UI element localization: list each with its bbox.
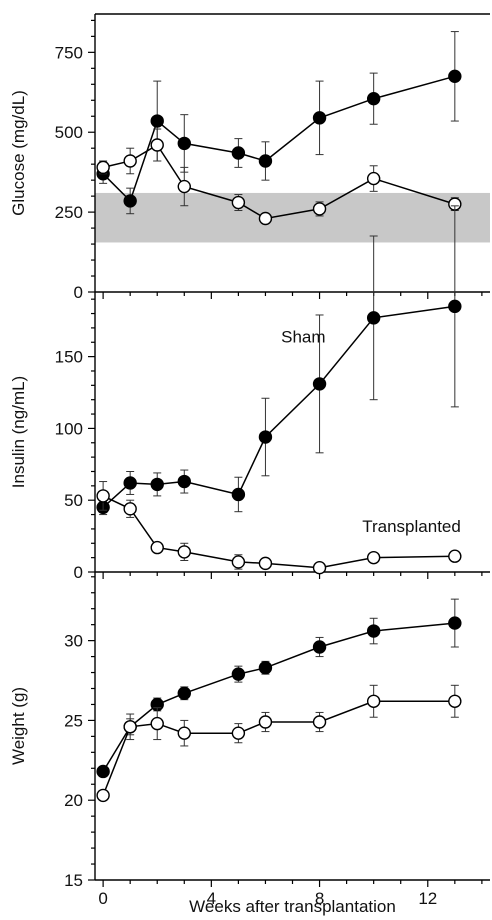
open-data-point xyxy=(231,726,246,740)
open-data-point xyxy=(123,720,137,734)
open-data-point xyxy=(123,502,137,516)
transplanted-label: Transplanted xyxy=(362,517,461,536)
y-tick-label: 50 xyxy=(64,491,83,510)
x-axis-label: Weeks after transplantation xyxy=(189,897,396,916)
filled-data-point xyxy=(258,430,273,444)
y-tick-label: 250 xyxy=(55,203,83,222)
filled-data-point xyxy=(312,640,327,654)
y-tick-label: 150 xyxy=(55,348,83,367)
open-data-point xyxy=(231,555,246,569)
filled-data-point xyxy=(312,111,327,125)
filled-data-point xyxy=(366,624,381,638)
insulin-panel: 0 50 100 150 Insulin (ng/mL) Sham Transplanted xyxy=(9,205,490,582)
open-data-point xyxy=(258,556,273,571)
open-data-point xyxy=(448,549,462,563)
open-data-point xyxy=(366,694,381,708)
open-series-line xyxy=(102,700,455,796)
filled-data-point xyxy=(231,146,246,160)
open-data-point xyxy=(312,560,327,575)
sham-label: Sham xyxy=(281,327,325,346)
filled-data-point xyxy=(231,487,246,502)
filled-data-point xyxy=(312,377,327,391)
y-tick-label: 30 xyxy=(64,632,83,651)
y-tick-label: 0 xyxy=(74,563,83,582)
y-axis-label: Glucose (mg/dL) xyxy=(9,90,28,216)
open-data-point xyxy=(231,195,246,210)
filled-data-point xyxy=(448,616,462,630)
filled-data-point xyxy=(96,764,110,779)
glucose-panel: 0 250 500 750 Glucose (mg/dL) xyxy=(9,13,490,302)
y-tick-label: 500 xyxy=(55,123,83,142)
filled-data-point xyxy=(258,154,273,168)
open-data-point xyxy=(312,202,327,216)
filled-data-point xyxy=(177,474,191,489)
x-tick-label: 8 xyxy=(315,889,324,908)
open-data-point xyxy=(150,716,164,731)
filled-series-line xyxy=(102,622,455,772)
filled-data-point xyxy=(123,476,137,490)
filled-data-point xyxy=(231,667,246,681)
y-tick-label: 25 xyxy=(64,711,83,730)
y-tick-label: 20 xyxy=(64,791,83,810)
open-data-point xyxy=(366,171,381,186)
open-data-point xyxy=(366,550,381,565)
open-data-point xyxy=(177,726,191,740)
filled-data-point xyxy=(366,91,381,106)
open-data-point xyxy=(123,154,137,168)
weight-panel: 15 20 25 30 Weight (g) 0 4 8 12 Weeks after trans… xyxy=(9,572,490,916)
open-data-point xyxy=(150,138,164,152)
open-data-point xyxy=(96,489,110,503)
filled-data-point xyxy=(123,194,137,208)
y-axis-label: Insulin (ng/mL) xyxy=(9,376,28,488)
open-data-point xyxy=(96,160,110,175)
open-data-point xyxy=(258,715,273,729)
y-tick-label: 750 xyxy=(55,43,83,62)
filled-data-point xyxy=(177,136,191,151)
y-axis-label: Weight (g) xyxy=(9,687,28,765)
open-data-point xyxy=(177,545,191,559)
filled-data-point xyxy=(177,686,191,700)
open-data-point xyxy=(150,540,164,555)
x-tick-label: 0 xyxy=(98,889,107,908)
filled-data-point xyxy=(366,311,381,325)
normal-range-band xyxy=(95,192,490,243)
x-tick-label: 4 xyxy=(207,889,216,908)
filled-data-point xyxy=(448,299,462,314)
y-tick-label: 100 xyxy=(55,419,83,438)
x-tick-label: 12 xyxy=(418,889,437,908)
open-data-point xyxy=(177,179,191,194)
filled-data-point xyxy=(448,69,462,84)
y-tick-label: 0 xyxy=(74,283,83,302)
open-data-point xyxy=(258,211,273,226)
y-tick-label: 15 xyxy=(64,871,83,890)
open-data-point xyxy=(312,715,327,729)
filled-series-line xyxy=(102,305,455,508)
open-data-point xyxy=(448,694,462,708)
filled-data-point xyxy=(150,477,164,492)
open-data-point xyxy=(96,788,110,803)
filled-data-point xyxy=(150,114,164,128)
filled-data-point xyxy=(258,661,273,675)
